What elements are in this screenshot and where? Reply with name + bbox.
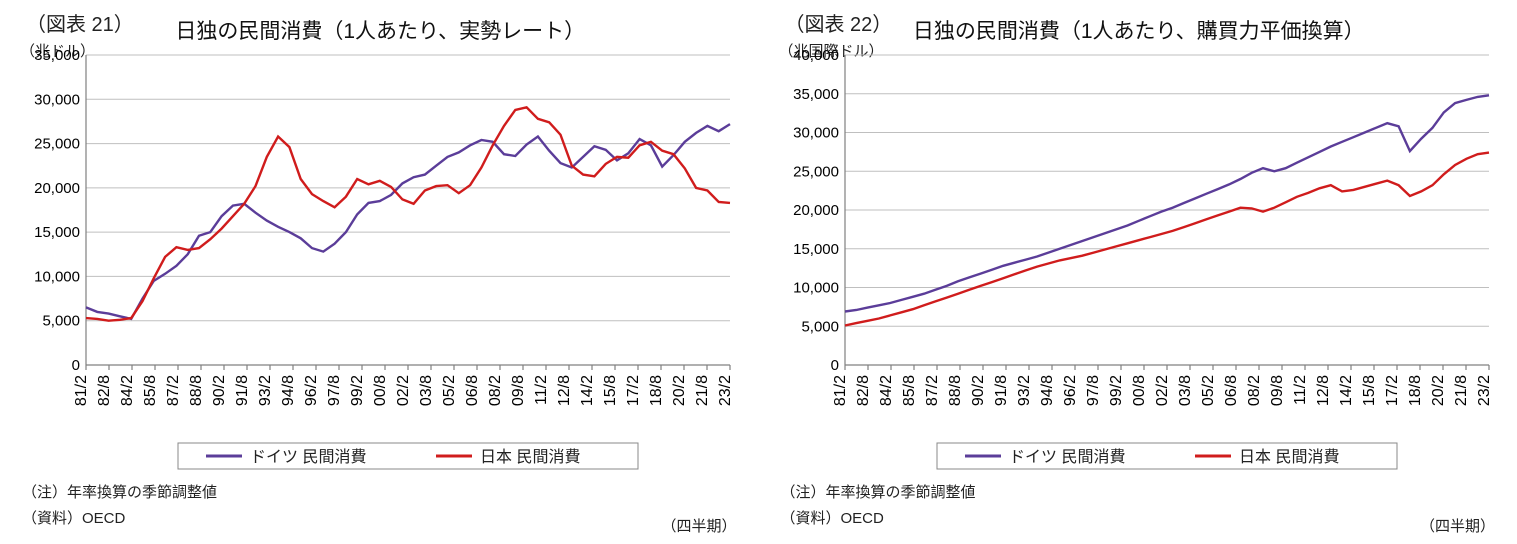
x-axis-unit: （四半期） [1420, 515, 1495, 536]
svg-text:00/8: 00/8 [372, 375, 389, 406]
svg-text:06/8: 06/8 [1223, 375, 1240, 406]
svg-text:12/8: 12/8 [1315, 375, 1332, 406]
svg-text:5,000: 5,000 [801, 318, 839, 335]
svg-text:81/2: 81/2 [73, 375, 90, 406]
svg-text:03/8: 03/8 [418, 375, 435, 406]
plot-area: 0 5,000 10,000 15,000 20,000 25,000 30,000 35,0… [20, 47, 741, 477]
svg-text:03/8: 03/8 [1177, 375, 1194, 406]
svg-text:96/2: 96/2 [303, 375, 320, 406]
svg-text:25,000: 25,000 [793, 163, 839, 180]
svg-text:17/2: 17/2 [625, 375, 642, 406]
svg-text:09/8: 09/8 [1269, 375, 1286, 406]
svg-text:ドイツ 民間消費: ドイツ 民間消費 [1009, 448, 1125, 466]
svg-text:00/8: 00/8 [1131, 375, 1148, 406]
svg-text:87/2: 87/2 [165, 375, 182, 406]
plot-area: 0 5,000 10,000 15,000 20,000 25,000 30,000 35,0… [779, 47, 1500, 477]
svg-text:84/2: 84/2 [878, 375, 895, 406]
svg-text:ドイツ 民間消費: ドイツ 民間消費 [250, 448, 366, 466]
x-axis-unit: （四半期） [661, 515, 736, 536]
svg-text:81/2: 81/2 [832, 375, 849, 406]
note-line-2: （資料）OECD [22, 509, 741, 529]
svg-text:94/8: 94/8 [1039, 375, 1056, 406]
svg-text:10,000: 10,000 [34, 268, 80, 285]
svg-text:97/8: 97/8 [326, 375, 343, 406]
svg-text:08/2: 08/2 [1246, 375, 1263, 406]
svg-text:09/8: 09/8 [510, 375, 527, 406]
svg-text:11/2: 11/2 [1292, 375, 1309, 405]
svg-text:15/8: 15/8 [602, 375, 619, 406]
svg-text:15,000: 15,000 [34, 224, 80, 241]
svg-text:91/8: 91/8 [234, 375, 251, 406]
line-chart: 0 5,000 10,000 15,000 20,000 25,000 30,000 35,0… [779, 47, 1499, 477]
svg-text:18/8: 18/8 [1407, 375, 1424, 406]
svg-text:82/8: 82/8 [96, 375, 113, 406]
svg-text:99/2: 99/2 [349, 375, 366, 406]
svg-text:0: 0 [830, 357, 838, 374]
svg-text:08/2: 08/2 [487, 375, 504, 406]
svg-text:94/8: 94/8 [280, 375, 297, 406]
note-line-2: （資料）OECD [781, 509, 1500, 529]
svg-text:14/2: 14/2 [1338, 375, 1355, 406]
svg-text:21/8: 21/8 [694, 375, 711, 406]
svg-text:15,000: 15,000 [793, 241, 839, 258]
svg-text:88/8: 88/8 [947, 375, 964, 406]
svg-text:17/2: 17/2 [1384, 375, 1401, 406]
svg-text:20/2: 20/2 [1430, 375, 1447, 406]
svg-text:85/8: 85/8 [901, 375, 918, 406]
svg-text:23/2: 23/2 [717, 375, 734, 406]
svg-text:02/2: 02/2 [395, 375, 412, 406]
svg-text:0: 0 [72, 357, 80, 374]
note-line-1: （注）年率換算の季節調整値 [781, 483, 1500, 503]
svg-text:88/8: 88/8 [188, 375, 205, 406]
svg-text:40,000: 40,000 [793, 47, 839, 64]
svg-text:87/2: 87/2 [924, 375, 941, 406]
svg-text:06/8: 06/8 [464, 375, 481, 406]
svg-text:15/8: 15/8 [1361, 375, 1378, 406]
svg-text:20/2: 20/2 [671, 375, 688, 406]
line-chart: 0 5,000 10,000 15,000 20,000 25,000 30,000 35,0… [20, 47, 740, 477]
note-line-1: （注）年率換算の季節調整値 [22, 483, 741, 503]
svg-text:90/2: 90/2 [970, 375, 987, 406]
svg-text:02/2: 02/2 [1154, 375, 1171, 406]
svg-text:10,000: 10,000 [793, 280, 839, 297]
chart-panel-right: （図表 22） （兆国際ドル） 日独の民間消費（1人あたり、購買力平価換算） 0… [759, 0, 1517, 544]
svg-text:05/2: 05/2 [1200, 375, 1217, 406]
svg-text:85/8: 85/8 [142, 375, 159, 406]
svg-text:18/8: 18/8 [648, 375, 665, 406]
svg-text:5,000: 5,000 [42, 313, 80, 330]
svg-text:25,000: 25,000 [34, 136, 80, 153]
svg-text:93/2: 93/2 [257, 375, 274, 406]
svg-text:82/8: 82/8 [855, 375, 872, 406]
svg-text:21/8: 21/8 [1453, 375, 1470, 406]
svg-text:91/8: 91/8 [993, 375, 1010, 406]
svg-text:30,000: 30,000 [793, 125, 839, 142]
svg-text:35,000: 35,000 [34, 47, 80, 64]
svg-text:11/2: 11/2 [533, 375, 550, 405]
svg-text:14/2: 14/2 [579, 375, 596, 406]
svg-text:97/8: 97/8 [1085, 375, 1102, 406]
svg-text:96/2: 96/2 [1062, 375, 1079, 406]
svg-text:90/2: 90/2 [211, 375, 228, 406]
svg-text:30,000: 30,000 [34, 91, 80, 108]
svg-text:日本 民間消費: 日本 民間消費 [1239, 448, 1339, 466]
svg-text:12/8: 12/8 [556, 375, 573, 406]
svg-text:20,000: 20,000 [34, 180, 80, 197]
svg-text:93/2: 93/2 [1016, 375, 1033, 406]
svg-text:84/2: 84/2 [119, 375, 136, 406]
svg-text:20,000: 20,000 [793, 202, 839, 219]
chart-panel-left: （図表 21） （兆ドル） 日独の民間消費（1人あたり、実勢レート） 05,00… [0, 0, 759, 544]
svg-text:35,000: 35,000 [793, 86, 839, 103]
svg-text:05/2: 05/2 [441, 375, 458, 406]
svg-text:23/2: 23/2 [1476, 375, 1493, 406]
svg-text:日本 民間消費: 日本 民間消費 [480, 448, 580, 466]
svg-text:99/2: 99/2 [1108, 375, 1125, 406]
